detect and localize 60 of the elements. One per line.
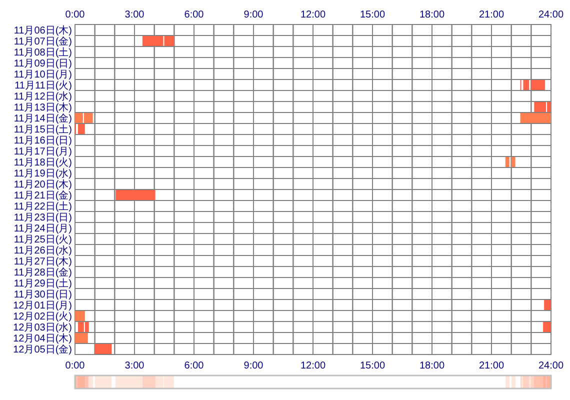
- y-tick-label: 11月21日(金): [14, 190, 72, 202]
- x2-tick-label: 24:00: [538, 10, 564, 20]
- x2-tick-label: 3:00: [124, 10, 145, 20]
- x2-tick-label: 9:00: [244, 10, 264, 20]
- x2-tick-label: 6:00: [184, 10, 204, 20]
- y-tick-label: 11月08日(土): [14, 46, 72, 59]
- y-tick-label: 11月22日(土): [14, 200, 72, 213]
- y-tick-label: 11月30日(日): [14, 290, 72, 301]
- y-tick-label: 11月23日(日): [14, 212, 72, 224]
- bar: [78, 124, 85, 134]
- x-tick-label: 0:00: [65, 360, 86, 372]
- y-tick-label: 11月10日(月): [14, 70, 72, 81]
- y-tick-label: 11月19日(水): [14, 168, 72, 180]
- y-tick-label: 11月24日(月): [14, 224, 72, 235]
- y-tick-label: 11月17日(月): [14, 146, 72, 158]
- bar: [511, 157, 516, 167]
- y-tick-label: 11月27日(木): [14, 256, 72, 268]
- y-tick-label: 11月26日(水): [14, 244, 72, 257]
- bar: [116, 190, 156, 200]
- x-tick-label: 24:00: [538, 360, 564, 372]
- y-tick-label: 12月01日(月): [13, 300, 72, 312]
- x-tick-label: 9:00: [244, 360, 264, 372]
- x-tick-label: 18:00: [419, 360, 445, 372]
- y-tick-label: 11月14日(金): [14, 112, 72, 125]
- y-tick-label: 11月20日(木): [14, 178, 72, 191]
- y-tick-label: 11月15日(土): [14, 124, 72, 136]
- y-tick-label: 11月18日(火): [14, 156, 72, 169]
- x-tick-label: 6:00: [184, 360, 204, 372]
- y-tick-label: 12月04日(木): [13, 332, 72, 345]
- y-tick-label: 12月05日(金): [13, 344, 72, 356]
- x2-tick-label: 21:00: [478, 10, 504, 20]
- x2-tick-label: 0:00: [65, 10, 86, 20]
- x-tick-label: 12:00: [300, 360, 326, 372]
- bar: [520, 113, 551, 123]
- y-tick-label: 11月06日(木): [14, 24, 72, 37]
- bar: [544, 300, 551, 310]
- x-tick-label: 21:00: [478, 360, 504, 372]
- bar: [531, 80, 546, 90]
- y-tick-label: 11月29日(土): [14, 278, 72, 290]
- y-tick-label: 11月11日(火): [14, 80, 72, 92]
- bar: [505, 157, 510, 167]
- x2-tick-label: 12:00: [300, 10, 326, 20]
- y-tick-label: 11月28日(金): [14, 266, 72, 279]
- bar: [94, 344, 112, 354]
- bar: [543, 322, 551, 332]
- x-tick-label: 15:00: [360, 360, 386, 372]
- y-tick-label: 11月16日(日): [14, 136, 72, 147]
- y-tick-label: 11月13日(木): [14, 102, 72, 114]
- y-tick-label: 11月12日(水): [14, 90, 72, 103]
- y-tick-label: 12月03日(水): [13, 322, 72, 334]
- bar: [75, 333, 88, 343]
- x2-tick-label: 15:00: [360, 10, 386, 20]
- y-tick-label: 12月02日(火): [13, 310, 72, 323]
- y-tick-label: 11月25日(火): [14, 234, 72, 246]
- x2-tick-label: 18:00: [419, 10, 445, 20]
- x-tick-label: 3:00: [124, 360, 145, 372]
- bar: [75, 311, 85, 321]
- bar: [523, 80, 530, 90]
- y-tick-label: 11月07日(金): [14, 36, 72, 48]
- y-tick-label: 11月09日(日): [14, 58, 72, 70]
